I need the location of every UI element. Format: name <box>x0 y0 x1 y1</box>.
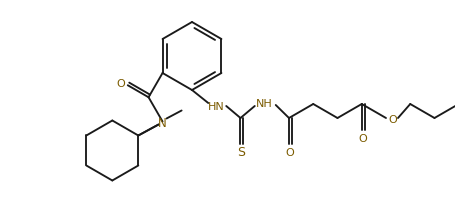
Text: O: O <box>358 133 366 143</box>
Text: O: O <box>388 115 396 124</box>
Text: O: O <box>116 79 125 89</box>
Text: S: S <box>237 146 245 159</box>
Text: HN: HN <box>207 102 224 111</box>
Text: O: O <box>285 147 294 157</box>
Text: N: N <box>158 116 167 129</box>
Text: NH: NH <box>256 98 273 109</box>
